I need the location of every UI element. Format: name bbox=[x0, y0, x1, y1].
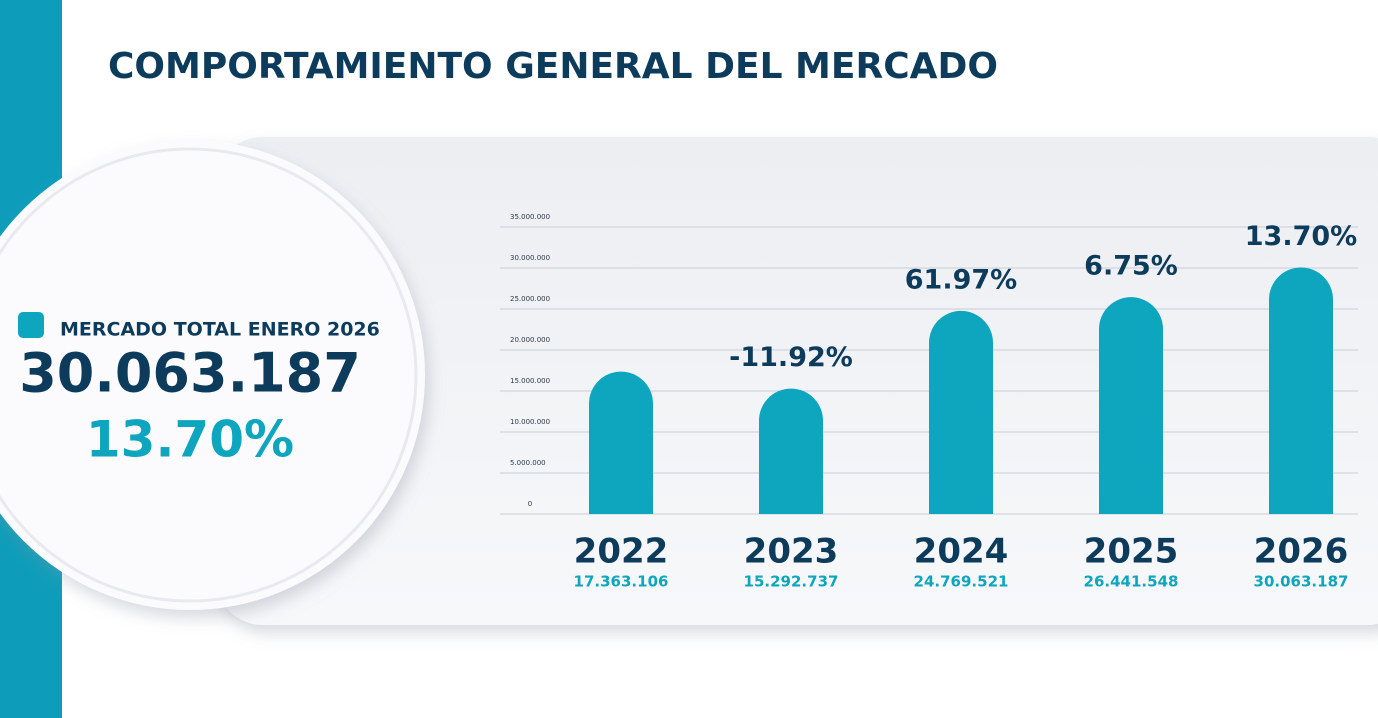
value-label: 30.063.187 bbox=[1254, 573, 1349, 591]
x-tick-label: 2024 bbox=[914, 532, 1009, 572]
summary-value: 30.063.187 bbox=[19, 342, 361, 405]
summary-ring bbox=[0, 147, 418, 603]
y-tick-label: 5.000.000 bbox=[510, 459, 546, 467]
value-label: 24.769.521 bbox=[914, 573, 1009, 591]
summary-circle bbox=[0, 140, 425, 610]
bar bbox=[759, 388, 823, 514]
summary-change: 13.70% bbox=[86, 411, 294, 469]
growth-label: 61.97% bbox=[905, 264, 1017, 295]
bar bbox=[929, 310, 993, 514]
y-tick-label: 30.000.000 bbox=[510, 254, 550, 262]
y-tick-label: 10.000.000 bbox=[510, 418, 550, 426]
x-tick-label: 2026 bbox=[1254, 532, 1349, 572]
growth-label: 13.70% bbox=[1245, 221, 1357, 252]
y-tick-label: 35.000.000 bbox=[510, 213, 550, 221]
y-tick-label: 0 bbox=[528, 500, 532, 508]
x-tick-label: 2022 bbox=[574, 532, 669, 572]
y-tick-label: 15.000.000 bbox=[510, 377, 550, 385]
growth-label: 6.75% bbox=[1084, 251, 1178, 282]
chart-title: COMPORTAMIENTO GENERAL DEL MERCADO bbox=[108, 46, 998, 87]
bar bbox=[1269, 267, 1333, 514]
bar bbox=[589, 371, 653, 514]
growth-label: -11.92% bbox=[729, 342, 853, 373]
value-label: 15.292.737 bbox=[744, 573, 839, 591]
chart-card bbox=[215, 137, 1378, 625]
x-tick-label: 2025 bbox=[1084, 532, 1179, 572]
legend-swatch bbox=[18, 312, 44, 338]
bar bbox=[1099, 297, 1163, 514]
value-label: 17.363.106 bbox=[574, 573, 669, 591]
y-tick-label: 20.000.000 bbox=[510, 336, 550, 344]
summary-label: MERCADO TOTAL ENERO 2026 bbox=[60, 319, 380, 341]
x-tick-label: 2023 bbox=[744, 532, 839, 572]
value-label: 26.441.548 bbox=[1084, 573, 1179, 591]
y-tick-label: 25.000.000 bbox=[510, 295, 550, 303]
